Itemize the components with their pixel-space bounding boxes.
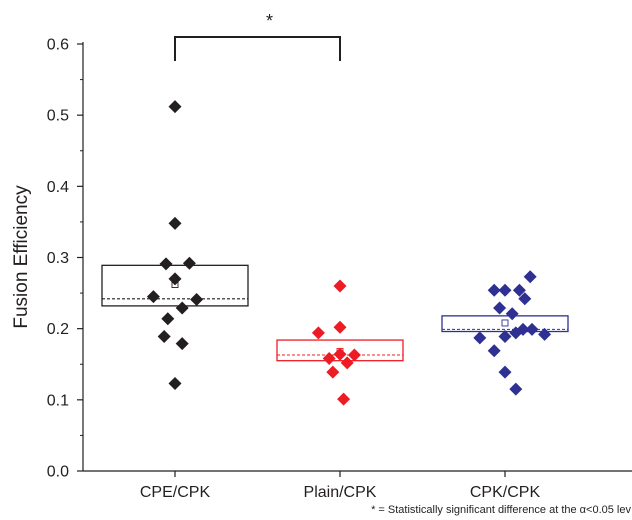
data-point [498, 365, 512, 379]
y-tick-label: 0.1 [47, 392, 69, 409]
y-tick-label: 0.0 [47, 464, 69, 481]
data-point [146, 290, 160, 304]
data-point [487, 344, 501, 358]
data-point [159, 257, 173, 271]
data-point [326, 365, 340, 379]
data-point [333, 347, 347, 361]
data-point [509, 382, 523, 396]
y-tick-label: 0.2 [47, 321, 69, 338]
x-tick-label: CPE/CPK [140, 484, 211, 501]
y-axis-title: Fusion Efficiency [11, 185, 32, 329]
data-point [340, 356, 354, 370]
y-tick-label: 0.5 [47, 108, 69, 125]
significance-bracket-line [174, 36, 341, 61]
data-points [146, 100, 552, 406]
x-tick-label: Plain/CPK [304, 484, 377, 501]
data-point [175, 337, 189, 351]
x-tick-label: CPK/CPK [470, 484, 541, 501]
y-axis: 0.0 0.1 0.2 0.3 0.4 0.5 0.6 [47, 37, 84, 481]
significance-bracket: * [174, 11, 341, 61]
y-tick-label: 0.3 [47, 250, 69, 267]
data-point [168, 272, 182, 286]
data-point [311, 326, 325, 340]
data-point [182, 256, 196, 270]
data-point [157, 329, 171, 343]
data-point [333, 279, 347, 293]
box [101, 264, 249, 307]
footnote: * = Statistically significant difference… [371, 504, 631, 516]
data-point [498, 329, 512, 343]
data-point [523, 270, 537, 284]
data-point [161, 312, 175, 326]
data-point [333, 320, 347, 334]
data-point [505, 307, 519, 321]
data-point [322, 352, 336, 366]
data-point [175, 301, 189, 315]
data-point [538, 327, 552, 341]
data-point [493, 301, 507, 315]
data-point [168, 216, 182, 230]
data-point [516, 322, 530, 336]
data-point [518, 292, 532, 306]
data-point [473, 331, 487, 345]
y-tick-label: 0.6 [47, 37, 69, 54]
data-point [190, 292, 204, 306]
data-point [168, 376, 182, 390]
mean-marker [501, 319, 509, 327]
data-point [168, 100, 182, 114]
x-axis: CPE/CPK Plain/CPK CPK/CPK [83, 470, 632, 501]
data-point [347, 348, 361, 362]
data-point [487, 283, 501, 297]
data-point [337, 392, 351, 406]
data-point [512, 283, 526, 297]
significance-marker: * [266, 11, 273, 31]
data-point [525, 322, 539, 336]
data-point [498, 283, 512, 297]
y-tick-label: 0.4 [47, 179, 69, 196]
